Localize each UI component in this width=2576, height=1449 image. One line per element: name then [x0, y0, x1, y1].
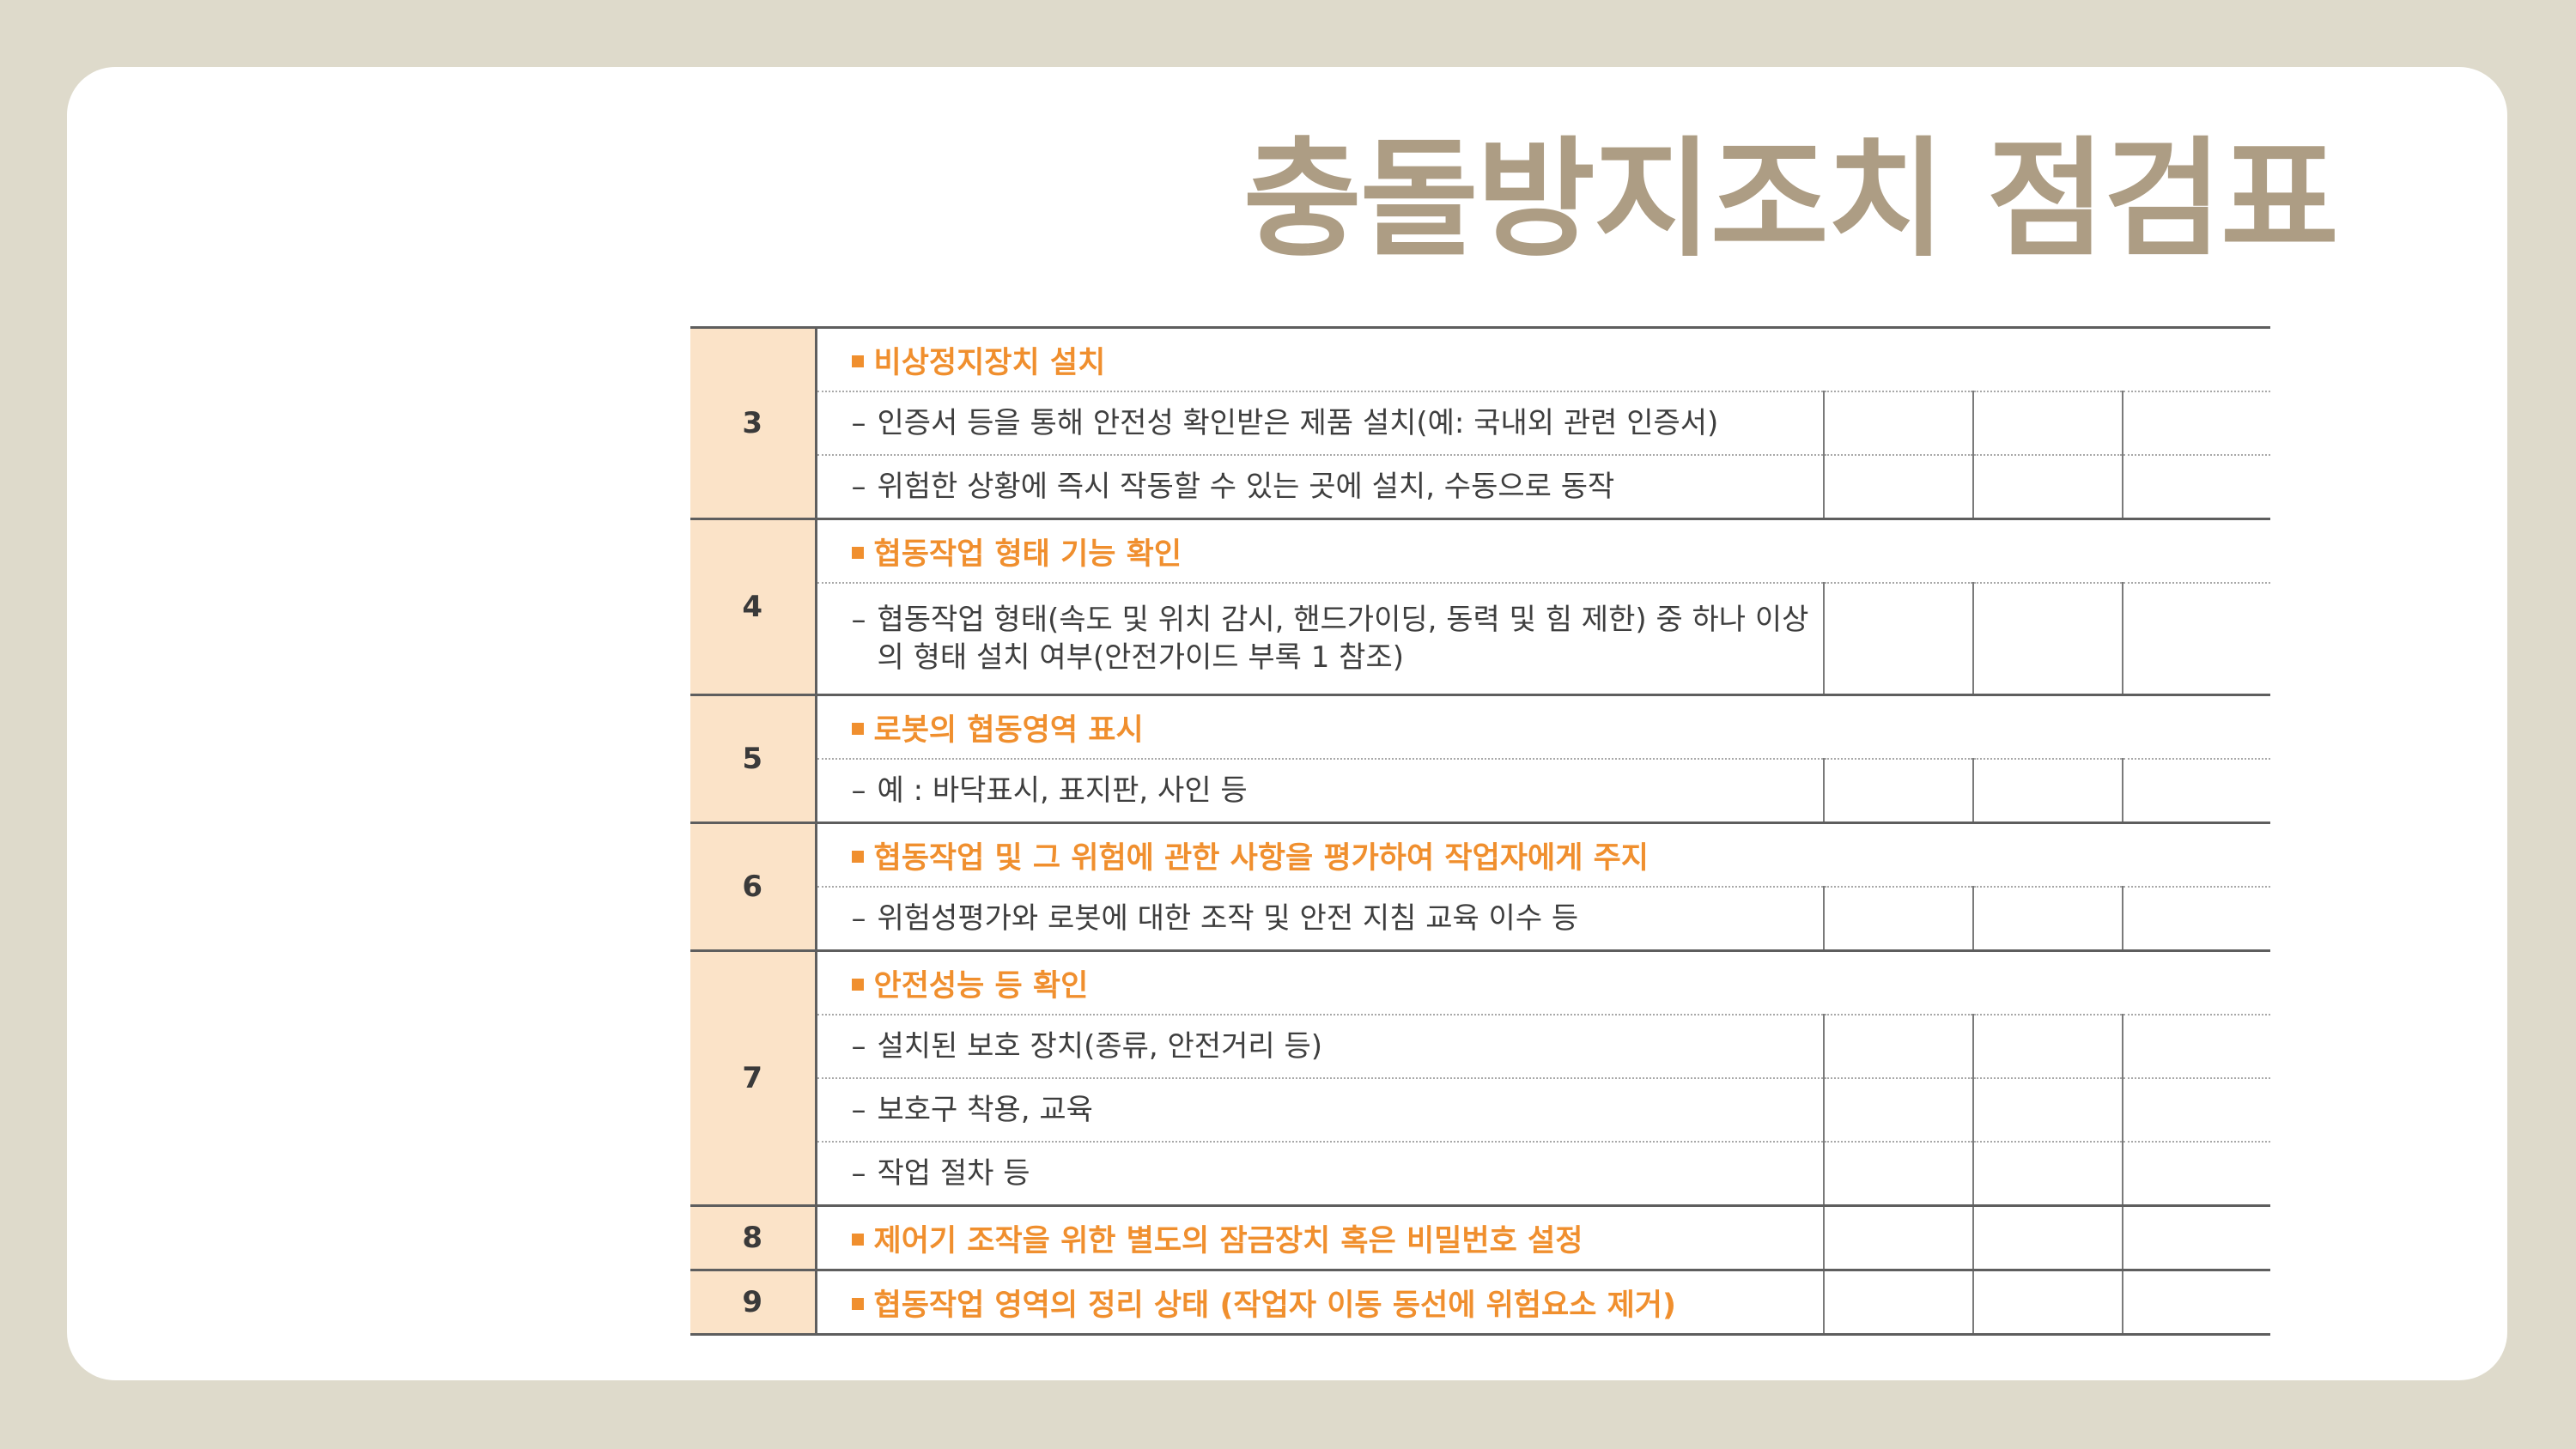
- checklist-row-4-heading: 4 협동작업 형태 기능 확인: [690, 518, 2271, 696]
- check-cell-1[interactable]: [1823, 1269, 1973, 1336]
- check-cell-1[interactable]: [1823, 1142, 1973, 1207]
- checklist-row-7-3: – 작업 절차 등: [690, 1142, 2271, 1207]
- sub-item-text: 협동작업 형태(속도 및 위치 감시, 핸드가이딩, 동력 및 힘 제한) 중 …: [877, 602, 1809, 675]
- item-heading-text: 협동작업 형태 기능 확인: [873, 537, 1182, 572]
- checklist-row-3-1: – 인증서 등을 통해 안전성 확인받은 제품 설치(예: 국내외 관련 인증서): [690, 391, 2271, 456]
- item-heading: 제어기 조작을 위한 별도의 잠금장치 혹은 비밀번호 설정: [816, 1204, 1824, 1271]
- sub-item: – 보호구 착용, 교육: [816, 1078, 1824, 1143]
- check-cell-2[interactable]: [1972, 1269, 2123, 1336]
- collision-prevention-checklist: 3 비상정지장치 설치 – 인증서 등을 통해 안전성 확인받은 제품 설치(예:…: [690, 326, 2271, 1336]
- checklist-row-3-heading: 3 비상정지장치 설치: [690, 326, 2271, 520]
- checklist-row-3-2: – 위험한 상황에 즉시 작동할 수 있는 곳에 설치, 수동으로 동작: [690, 455, 2271, 520]
- item-heading: 안전성능 등 확인: [816, 949, 2271, 1016]
- checklist-row-4-1: – 협동작업 형태(속도 및 위치 감시, 핸드가이딩, 동력 및 힘 제한) 중…: [690, 583, 2271, 696]
- check-cell-3[interactable]: [2121, 391, 2271, 456]
- sub-item-text: 작업 절차 등: [877, 1155, 1030, 1191]
- item-heading-text: 비상정지장치 설치: [873, 345, 1106, 380]
- checklist-row-7-2: – 보호구 착용, 교육: [690, 1078, 2271, 1143]
- check-cell-3[interactable]: [2121, 583, 2271, 696]
- check-cell-2[interactable]: [1972, 1142, 2123, 1207]
- check-cell-2[interactable]: [1972, 887, 2123, 952]
- sub-item: – 위험성평가와 로봇에 대한 조작 및 안전 지침 교육 이수 등: [816, 887, 1824, 952]
- sub-item-text: 위험한 상황에 즉시 작동할 수 있는 곳에 설치, 수동으로 동작: [877, 469, 1615, 504]
- check-cell-2[interactable]: [1972, 583, 2123, 696]
- check-cell-3[interactable]: [2121, 887, 2271, 952]
- check-cell-3[interactable]: [2121, 1142, 2271, 1207]
- sub-item: – 위험한 상황에 즉시 작동할 수 있는 곳에 설치, 수동으로 동작: [816, 455, 1824, 520]
- check-cell-3[interactable]: [2121, 1269, 2271, 1336]
- check-cell-1[interactable]: [1823, 1015, 1973, 1079]
- check-cell-1[interactable]: [1823, 759, 1973, 824]
- check-cell-1[interactable]: [1823, 391, 1973, 456]
- item-heading: 협동작업 및 그 위험에 관한 사항을 평가하여 작업자에게 주지: [816, 822, 2271, 888]
- checklist-row-6-heading: 6 협동작업 및 그 위험에 관한 사항을 평가하여 작업자에게 주지: [690, 822, 2271, 952]
- check-cell-2[interactable]: [1972, 1078, 2123, 1143]
- check-cell-2[interactable]: [1972, 455, 2123, 520]
- sub-item-text: 설치된 보호 장치(종류, 안전거리 등): [877, 1028, 1323, 1064]
- item-heading: 협동작업 영역의 정리 상태 (작업자 이동 동선에 위험요소 제거): [816, 1269, 1824, 1336]
- square-bullet-icon: [851, 978, 864, 991]
- square-bullet-icon: [851, 546, 864, 559]
- square-bullet-icon: [851, 722, 864, 735]
- item-number: 7: [690, 949, 817, 1207]
- check-cell-1[interactable]: [1823, 887, 1973, 952]
- sub-item-text: 예 : 바닥표시, 표지판, 사인 등: [877, 773, 1248, 808]
- check-cell-2[interactable]: [1972, 391, 2123, 456]
- sub-item: – 협동작업 형태(속도 및 위치 감시, 핸드가이딩, 동력 및 힘 제한) 중…: [816, 583, 1824, 696]
- checklist-row-5-heading: 5 로봇의 협동영역 표시: [690, 694, 2271, 824]
- item-heading-text: 로봇의 협동영역 표시: [873, 712, 1144, 748]
- item-heading: 비상정지장치 설치: [816, 326, 2271, 392]
- checklist-row-9: 9 협동작업 영역의 정리 상태 (작업자 이동 동선에 위험요소 제거): [690, 1269, 2271, 1336]
- checklist-row-7-heading: 7 안전성능 등 확인: [690, 949, 2271, 1207]
- item-heading-text: 협동작업 및 그 위험에 관한 사항을 평가하여 작업자에게 주지: [873, 840, 1649, 876]
- item-number: 6: [690, 822, 817, 952]
- item-number: 4: [690, 518, 817, 696]
- sub-item: – 작업 절차 등: [816, 1142, 1824, 1207]
- check-cell-3[interactable]: [2121, 1078, 2271, 1143]
- checklist-row-8: 8 제어기 조작을 위한 별도의 잠금장치 혹은 비밀번호 설정: [690, 1204, 2271, 1271]
- check-cell-3[interactable]: [2121, 759, 2271, 824]
- check-cell-3[interactable]: [2121, 1204, 2271, 1271]
- checklist-row-5-1: – 예 : 바닥표시, 표지판, 사인 등: [690, 759, 2271, 824]
- item-number: 9: [690, 1269, 817, 1336]
- check-cell-3[interactable]: [2121, 1015, 2271, 1079]
- check-cell-2[interactable]: [1972, 759, 2123, 824]
- item-heading: 협동작업 형태 기능 확인: [816, 518, 2271, 584]
- item-number: 5: [690, 694, 817, 824]
- checklist-row-7-1: – 설치된 보호 장치(종류, 안전거리 등): [690, 1015, 2271, 1079]
- item-heading-text: 제어기 조작을 위한 별도의 잠금장치 혹은 비밀번호 설정: [873, 1223, 1583, 1258]
- square-bullet-icon: [851, 355, 864, 367]
- sub-item-text: 인증서 등을 통해 안전성 확인받은 제품 설치(예: 국내외 관련 인증서): [877, 405, 1719, 440]
- check-cell-3[interactable]: [2121, 455, 2271, 520]
- item-heading-text: 협동작업 영역의 정리 상태 (작업자 이동 동선에 위험요소 제거): [873, 1288, 1676, 1323]
- item-number: 8: [690, 1204, 817, 1271]
- square-bullet-icon: [851, 1233, 864, 1246]
- checklist-row-6-1: – 위험성평가와 로봇에 대한 조작 및 안전 지침 교육 이수 등: [690, 887, 2271, 952]
- sub-item: – 인증서 등을 통해 안전성 확인받은 제품 설치(예: 국내외 관련 인증서): [816, 391, 1824, 456]
- square-bullet-icon: [851, 850, 864, 863]
- item-heading: 로봇의 협동영역 표시: [816, 694, 2271, 760]
- check-cell-1[interactable]: [1823, 1204, 1973, 1271]
- check-cell-1[interactable]: [1823, 1078, 1973, 1143]
- sub-item: – 설치된 보호 장치(종류, 안전거리 등): [816, 1015, 1824, 1079]
- page-title: 충돌방지조치 점검표: [1242, 125, 2339, 275]
- check-cell-2[interactable]: [1972, 1204, 2123, 1271]
- sub-item-text: 보호구 착용, 교육: [877, 1092, 1093, 1127]
- item-number: 3: [690, 326, 817, 520]
- check-cell-1[interactable]: [1823, 455, 1973, 520]
- square-bullet-icon: [851, 1297, 864, 1310]
- sub-item-text: 위험성평가와 로봇에 대한 조작 및 안전 지침 교육 이수 등: [877, 900, 1579, 936]
- sub-item: – 예 : 바닥표시, 표지판, 사인 등: [816, 759, 1824, 824]
- check-cell-2[interactable]: [1972, 1015, 2123, 1079]
- item-heading-text: 안전성능 등 확인: [873, 968, 1089, 1003]
- check-cell-1[interactable]: [1823, 583, 1973, 696]
